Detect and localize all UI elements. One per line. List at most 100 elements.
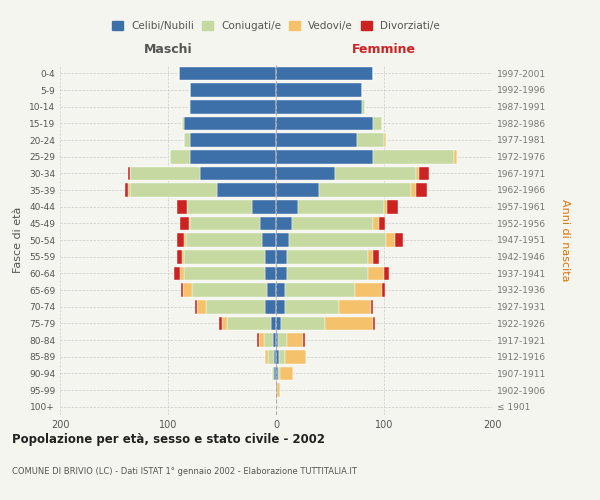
Bar xyxy=(338,300,371,314)
Bar xyxy=(183,283,192,297)
Bar xyxy=(170,150,190,164)
Bar xyxy=(276,183,319,197)
Bar xyxy=(190,150,276,164)
Bar xyxy=(357,133,384,147)
Bar xyxy=(276,300,284,314)
Bar xyxy=(387,200,398,213)
Bar xyxy=(278,366,280,380)
Bar xyxy=(276,133,357,147)
Bar xyxy=(276,216,292,230)
Bar xyxy=(276,166,335,180)
Bar xyxy=(206,300,265,314)
Bar xyxy=(192,283,268,297)
Bar xyxy=(227,316,271,330)
Bar xyxy=(176,233,184,247)
Bar xyxy=(222,316,227,330)
Bar xyxy=(368,266,384,280)
Y-axis label: Anni di nascita: Anni di nascita xyxy=(560,198,570,281)
Bar xyxy=(373,216,379,230)
Bar xyxy=(182,116,184,130)
Bar xyxy=(384,266,389,280)
Bar xyxy=(200,166,276,180)
Bar xyxy=(303,333,305,347)
Text: COMUNE DI BRIVIO (LC) - Dati ISTAT 1° gennaio 2002 - Elaborazione TUTTITALIA.IT: COMUNE DI BRIVIO (LC) - Dati ISTAT 1° ge… xyxy=(12,468,357,476)
Bar xyxy=(190,216,260,230)
Bar xyxy=(197,300,206,314)
Bar xyxy=(128,166,130,180)
Bar xyxy=(277,383,280,397)
Bar xyxy=(262,233,276,247)
Bar xyxy=(272,366,274,380)
Bar xyxy=(179,66,276,80)
Bar xyxy=(280,366,293,380)
Bar xyxy=(188,216,190,230)
Bar xyxy=(276,383,277,397)
Bar xyxy=(284,350,306,364)
Bar xyxy=(284,283,355,297)
Bar xyxy=(287,333,303,347)
Bar xyxy=(182,250,184,264)
Bar xyxy=(411,183,416,197)
Bar xyxy=(284,300,338,314)
Bar xyxy=(175,266,180,280)
Bar xyxy=(276,283,284,297)
Bar xyxy=(276,150,373,164)
Bar xyxy=(268,350,274,364)
Bar xyxy=(128,183,130,197)
Bar xyxy=(276,200,298,213)
Bar xyxy=(195,300,197,314)
Bar xyxy=(325,316,373,330)
Bar xyxy=(264,333,273,347)
Bar xyxy=(184,133,190,147)
Bar xyxy=(355,283,382,297)
Bar xyxy=(273,333,276,347)
Bar xyxy=(260,216,276,230)
Bar xyxy=(373,116,382,130)
Bar xyxy=(176,200,187,213)
Bar xyxy=(180,266,184,280)
Bar xyxy=(384,133,386,147)
Bar xyxy=(219,316,222,330)
Bar xyxy=(386,233,395,247)
Bar xyxy=(292,216,373,230)
Bar xyxy=(188,100,190,114)
Bar xyxy=(287,266,368,280)
Bar xyxy=(274,350,276,364)
Bar xyxy=(180,216,188,230)
Bar xyxy=(259,333,264,347)
Bar xyxy=(454,150,457,164)
Bar xyxy=(384,200,387,213)
Bar xyxy=(276,266,287,280)
Bar xyxy=(187,233,262,247)
Bar xyxy=(319,183,411,197)
Bar xyxy=(130,183,217,197)
Bar xyxy=(268,283,276,297)
Bar xyxy=(184,250,265,264)
Text: Maschi: Maschi xyxy=(143,44,193,56)
Bar xyxy=(181,283,183,297)
Bar xyxy=(184,266,265,280)
Bar xyxy=(335,166,416,180)
Bar xyxy=(276,233,289,247)
Bar xyxy=(217,183,276,197)
Bar xyxy=(289,233,386,247)
Bar xyxy=(298,200,384,213)
Bar xyxy=(281,316,325,330)
Y-axis label: Fasce di età: Fasce di età xyxy=(13,207,23,273)
Bar xyxy=(257,333,259,347)
Bar xyxy=(276,100,362,114)
Bar xyxy=(276,316,281,330)
Bar xyxy=(278,333,287,347)
Bar xyxy=(416,183,427,197)
Bar xyxy=(276,250,287,264)
Bar xyxy=(373,316,376,330)
Bar xyxy=(184,233,187,247)
Bar xyxy=(190,83,276,97)
Bar xyxy=(373,250,379,264)
Bar xyxy=(265,250,276,264)
Bar xyxy=(371,300,373,314)
Bar xyxy=(176,250,182,264)
Bar xyxy=(125,183,128,197)
Bar xyxy=(416,166,419,180)
Bar xyxy=(368,250,373,264)
